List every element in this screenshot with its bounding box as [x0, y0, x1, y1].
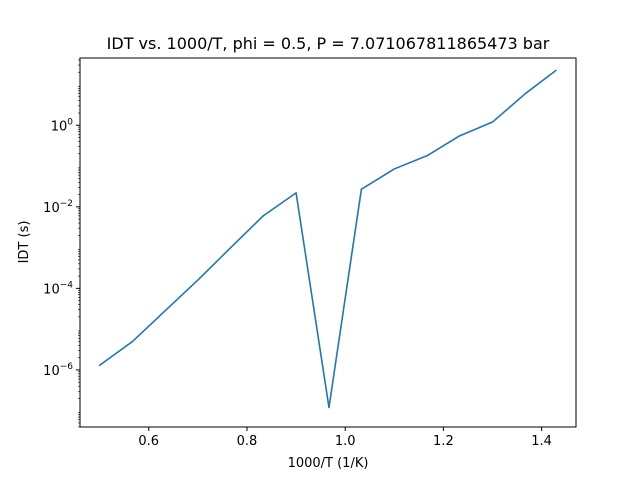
- y-tick-label: 100: [51, 117, 74, 134]
- y-axis-label: IDT (s): [17, 221, 32, 264]
- x-tick-label: 1.0: [335, 434, 356, 449]
- x-tick-label: 0.6: [138, 434, 159, 449]
- x-axis-label: 1000/T (1/K): [288, 456, 369, 471]
- y-tick-label: 10−4: [43, 280, 73, 297]
- y-tick-label: 10−2: [43, 199, 73, 216]
- x-tick-label: 0.8: [237, 434, 258, 449]
- x-tick-label: 1.2: [433, 434, 454, 449]
- series-line: [98, 69, 557, 409]
- axis-ticks: 0.6 0.8 1.0 1.2 1.4 10−6 10−4 10−2 100: [43, 59, 552, 449]
- axes-frame: [79, 57, 577, 428]
- chart-title: IDT vs. 1000/T, phi = 0.5, P = 7.0710678…: [107, 34, 550, 53]
- plot-area: [98, 69, 557, 409]
- x-tick-label: 1.4: [531, 434, 552, 449]
- y-tick-label: 10−6: [43, 362, 73, 379]
